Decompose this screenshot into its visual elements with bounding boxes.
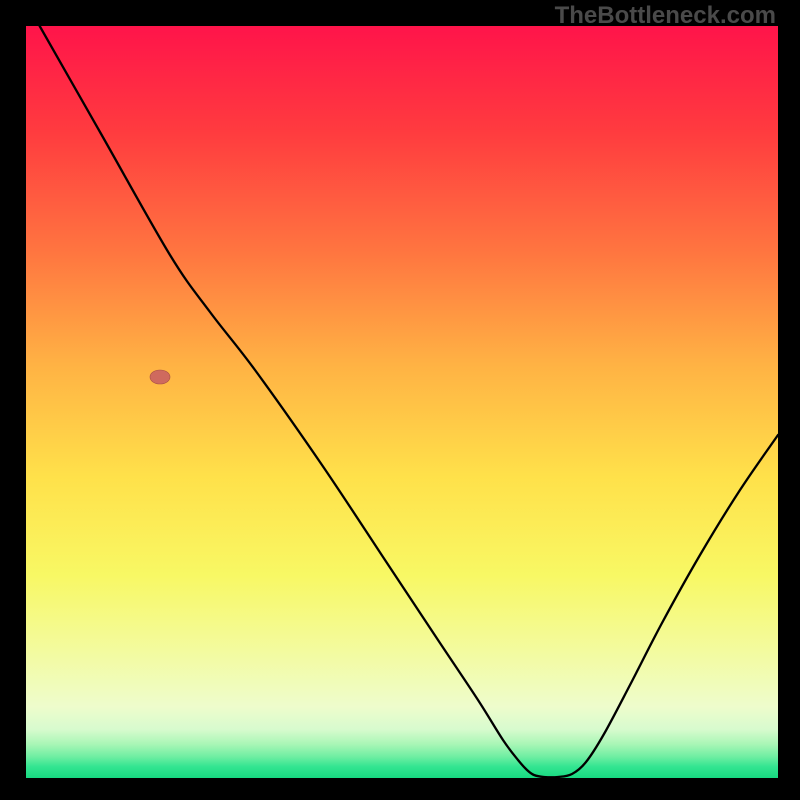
watermark-text: TheBottleneck.com: [555, 2, 776, 30]
chart-canvas: TheBottleneck.com: [0, 0, 800, 800]
gradient-plot-area: [26, 26, 778, 778]
